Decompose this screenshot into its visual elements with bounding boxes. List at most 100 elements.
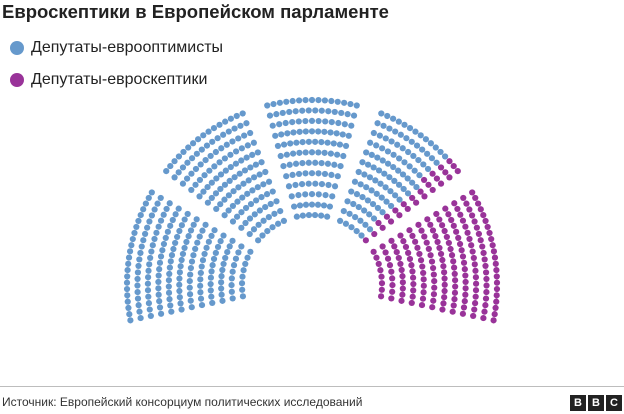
seat-pro-eu xyxy=(308,201,316,208)
seat-pro-eu xyxy=(312,107,319,114)
seat-eurosceptic xyxy=(443,233,450,241)
seat-eurosceptic xyxy=(415,221,422,228)
seat-pro-eu xyxy=(207,152,214,160)
seat-pro-eu xyxy=(274,142,282,150)
seat-pro-eu xyxy=(218,279,225,286)
seat-pro-eu xyxy=(123,285,131,293)
seat-pro-eu xyxy=(188,170,195,177)
seat-pro-eu xyxy=(135,262,142,270)
seat-pro-eu xyxy=(220,260,227,268)
seat-eurosceptic xyxy=(456,240,464,248)
seat-pro-eu xyxy=(240,180,247,187)
seat-eurosceptic xyxy=(399,273,406,280)
seat-pro-eu xyxy=(386,174,393,181)
seat-eurosceptic xyxy=(386,262,394,269)
seat-eurosceptic xyxy=(441,294,448,301)
seat-pro-eu xyxy=(238,280,246,287)
seat-pro-eu xyxy=(390,115,397,122)
seat-pro-eu xyxy=(265,213,272,221)
seat-pro-eu xyxy=(364,197,371,204)
seat-pro-eu xyxy=(149,242,156,249)
seat-pro-eu xyxy=(358,232,365,239)
seat-pro-eu xyxy=(172,239,179,247)
seat-eurosceptic xyxy=(410,287,417,294)
seat-pro-eu xyxy=(239,194,246,201)
seat-pro-eu xyxy=(308,190,316,198)
seat-pro-eu xyxy=(277,208,284,215)
seat-eurosceptic xyxy=(421,193,428,200)
seat-pro-eu xyxy=(348,224,355,231)
seat-pro-eu xyxy=(269,188,276,195)
seat-pro-eu xyxy=(437,148,444,156)
seat-pro-eu xyxy=(175,153,183,160)
seat-pro-eu xyxy=(299,212,306,219)
seat-eurosceptic xyxy=(452,283,459,290)
seat-eurosceptic xyxy=(437,180,445,187)
seat-eurosceptic xyxy=(428,258,436,265)
seat-pro-eu xyxy=(334,173,341,180)
seat-eurosceptic xyxy=(445,211,452,218)
seat-pro-eu xyxy=(366,174,374,181)
seat-eurosceptic xyxy=(441,275,448,282)
seat-pro-eu xyxy=(156,259,164,266)
seat-pro-eu xyxy=(406,163,413,170)
seat-pro-eu xyxy=(260,217,267,224)
seat-eurosceptic xyxy=(441,269,448,276)
seat-eurosceptic xyxy=(441,227,448,235)
seat-pro-eu xyxy=(126,248,134,255)
seat-eurosceptic xyxy=(418,301,426,309)
seat-pro-eu xyxy=(387,188,394,195)
seat-eurosceptic xyxy=(491,311,498,318)
seat-pro-eu xyxy=(308,96,316,104)
seat-eurosceptic xyxy=(392,207,399,214)
seat-pro-eu xyxy=(165,289,173,296)
seat-pro-eu xyxy=(359,159,366,166)
seat-pro-eu xyxy=(427,140,435,147)
seat-pro-eu xyxy=(424,150,431,157)
seat-eurosceptic xyxy=(480,211,487,219)
seat-eurosceptic xyxy=(460,194,467,202)
seat-eurosceptic xyxy=(472,280,480,287)
seat-pro-eu xyxy=(289,97,296,105)
seat-pro-eu xyxy=(392,128,399,135)
seat-pro-eu xyxy=(265,178,273,185)
seat-pro-eu xyxy=(151,206,158,213)
seat-pro-eu xyxy=(346,210,353,217)
seat-eurosceptic xyxy=(458,247,465,254)
seat-eurosceptic xyxy=(492,304,499,312)
seat-pro-eu xyxy=(203,142,211,149)
seat-eurosceptic xyxy=(405,249,412,257)
seat-pro-eu xyxy=(163,205,170,213)
seat-eurosceptic xyxy=(370,248,377,255)
seat-pro-eu xyxy=(363,184,370,191)
seat-pro-eu xyxy=(220,131,227,138)
seat-pro-eu xyxy=(190,252,197,259)
seat-eurosceptic xyxy=(429,304,436,311)
seat-eurosceptic xyxy=(420,176,428,184)
seat-pro-eu xyxy=(284,130,291,137)
seat-pro-eu xyxy=(214,243,222,251)
seat-pro-eu xyxy=(282,119,289,127)
seat-pro-eu xyxy=(166,270,173,278)
seat-eurosceptic xyxy=(406,227,413,234)
seat-pro-eu xyxy=(202,221,209,228)
seat-pro-eu xyxy=(202,156,209,164)
seat-eurosceptic xyxy=(454,205,461,213)
seat-pro-eu xyxy=(131,229,138,237)
seat-eurosceptic xyxy=(397,260,404,268)
seat-pro-eu xyxy=(416,172,423,179)
seat-pro-eu xyxy=(242,204,250,212)
seat-pro-eu xyxy=(145,194,152,202)
seat-pro-eu xyxy=(221,181,229,188)
seat-pro-eu xyxy=(340,152,347,160)
seat-pro-eu xyxy=(258,194,265,201)
seat-eurosceptic xyxy=(493,285,501,293)
seat-pro-eu xyxy=(339,131,346,138)
seat-pro-eu xyxy=(212,190,220,197)
seat-pro-eu xyxy=(184,210,191,218)
seat-pro-eu xyxy=(176,294,183,301)
seat-pro-eu xyxy=(138,243,145,250)
seat-eurosceptic xyxy=(481,308,488,315)
seat-eurosceptic xyxy=(462,223,469,230)
seat-pro-eu xyxy=(328,119,335,126)
